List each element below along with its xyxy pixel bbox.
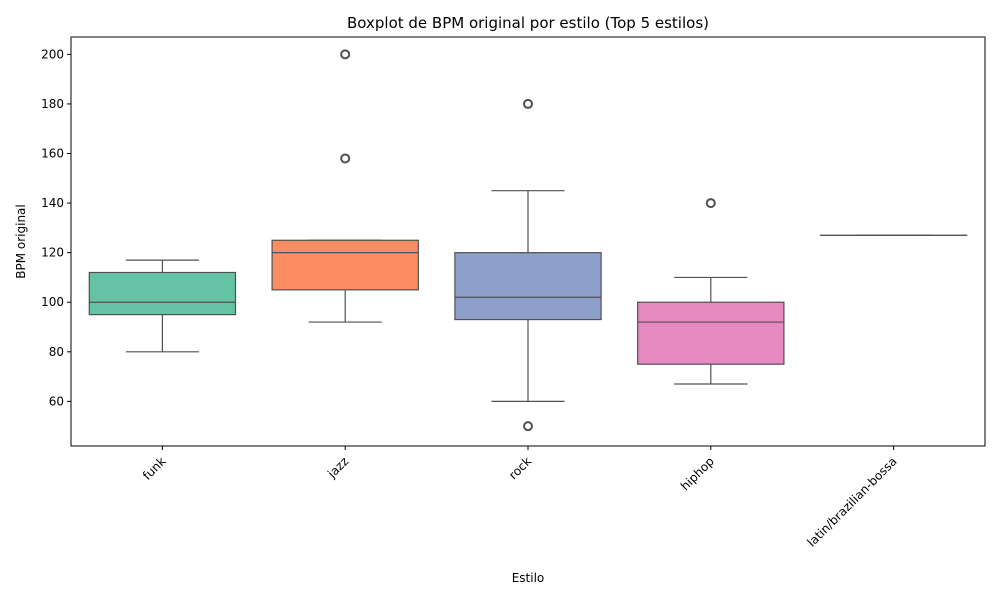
x-tick-label: rock: [506, 454, 534, 482]
box-group-jazz: [271, 49, 419, 323]
x-axis: funk jazz rock hiphop latin/brazilian-bossa: [140, 446, 900, 549]
y-tick-label: 80: [49, 345, 64, 359]
box-group-funk: [88, 259, 237, 353]
box-funk: [88, 271, 237, 316]
y-tick-label: 60: [49, 394, 64, 408]
plot-area: [88, 49, 968, 432]
x-tick-label: funk: [140, 454, 169, 483]
outlier-rock: [523, 421, 533, 432]
outlier-jazz: [340, 153, 351, 164]
y-tick-label: 200: [41, 47, 64, 61]
y-tick-label: 140: [41, 196, 64, 210]
y-axis-label: BPM original: [14, 204, 28, 279]
y-tick-label: 120: [41, 246, 64, 260]
box-jazz: [271, 239, 419, 291]
x-tick-label: hiphop: [678, 454, 717, 493]
box-hiphop: [637, 301, 785, 365]
y-tick-label: 160: [41, 147, 64, 161]
x-tick-label: latin/brazilian-bossa: [804, 454, 899, 549]
box-group-rock: [454, 98, 602, 432]
outlier-rock: [523, 98, 533, 109]
y-axis: 60 80 100 120 140 160 180 200: [41, 47, 71, 408]
chart-title: Boxplot de BPM original por estilo (Top …: [347, 14, 709, 32]
y-tick-label: 100: [41, 295, 64, 309]
box-group-hiphop: [637, 198, 785, 385]
outlier-jazz: [340, 49, 351, 60]
y-tick-label: 180: [41, 97, 64, 111]
x-axis-label: Estilo: [512, 571, 545, 585]
outlier-hiphop: [705, 198, 716, 209]
x-tick-label: jazz: [324, 454, 351, 481]
box-rock: [454, 252, 602, 321]
